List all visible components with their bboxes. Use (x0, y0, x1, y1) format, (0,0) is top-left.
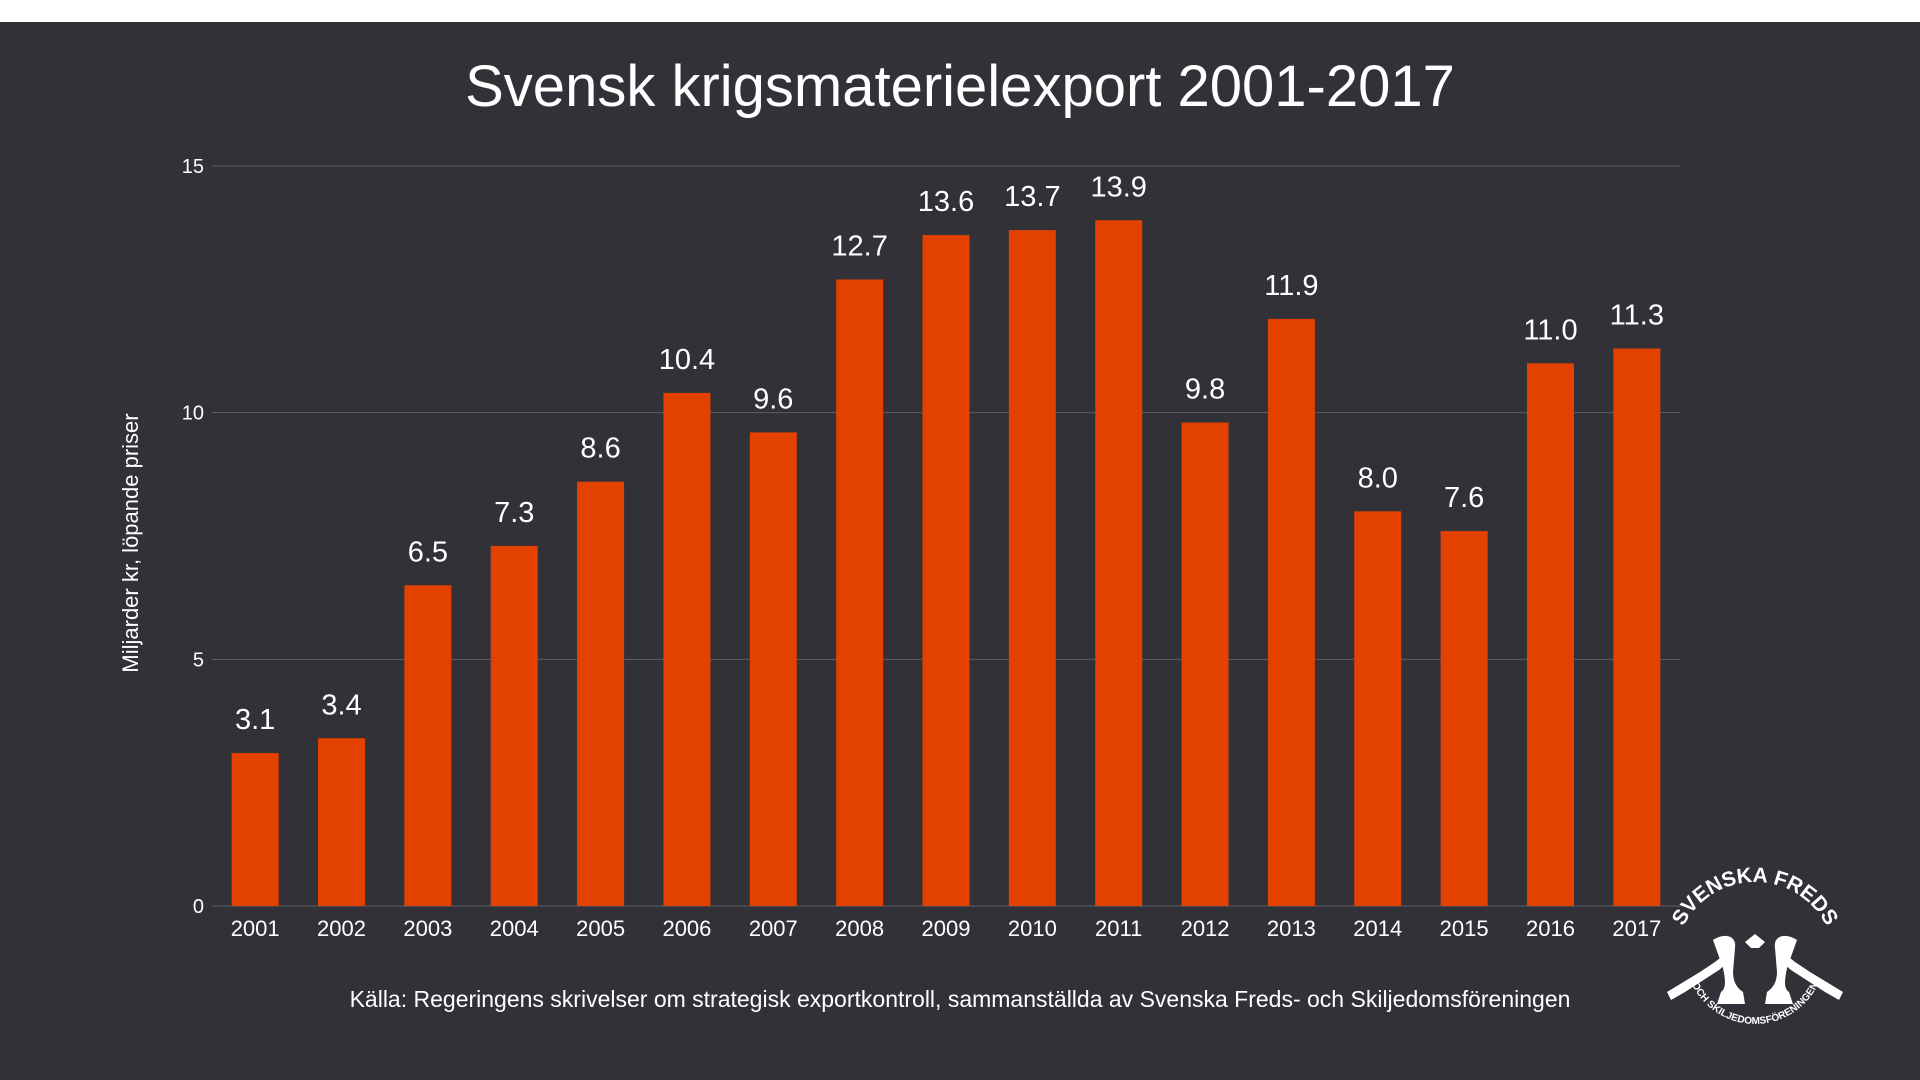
y-tick-label: 5 (193, 649, 204, 671)
x-tick-label-2007: 2007 (749, 916, 798, 941)
value-label-2003: 6.5 (408, 536, 448, 568)
bar-2004 (490, 545, 538, 906)
source-note: Källa: Regeringens skrivelser om strateg… (350, 986, 1571, 1012)
x-tick-label-2009: 2009 (922, 916, 971, 941)
y-tick-label: 15 (182, 156, 204, 178)
x-tick-label-2011: 2011 (1095, 916, 1142, 941)
bar-2006 (663, 392, 711, 906)
bar-2016 (1526, 363, 1574, 906)
x-tick-label-2004: 2004 (490, 916, 539, 941)
value-label-2016: 11.0 (1523, 314, 1577, 346)
value-label-2005: 8.6 (580, 433, 620, 465)
x-tick-label-2015: 2015 (1440, 916, 1489, 941)
value-label-2012: 9.8 (1185, 374, 1225, 406)
x-tick-label-2008: 2008 (835, 916, 884, 941)
x-tick-label-2001: 2001 (231, 916, 280, 941)
chart-panel: Svensk krigsmaterielexport 2001-2017 Mil… (0, 22, 1920, 1080)
y-tick-label: 0 (193, 896, 204, 918)
bar-2013 (1267, 318, 1315, 906)
x-axis-ticks: 2001 2002 2003 2004 2005 2006 2007 2008 2009 2010… (231, 916, 1662, 941)
bar-2015 (1440, 531, 1488, 906)
bar-2017 (1613, 348, 1661, 906)
x-tick-label-2016: 2016 (1526, 916, 1575, 941)
value-label-2004: 7.3 (494, 497, 534, 529)
y-axis-title: Miljarder kr, löpande priser (118, 413, 143, 672)
value-label-2001: 3.1 (235, 704, 275, 736)
logo-top-text: SVENSKA FREDS (1668, 864, 1843, 929)
bar-2007 (749, 432, 797, 906)
broken-rifle-icon (1667, 934, 1843, 1004)
value-label-2006: 10.4 (659, 344, 715, 376)
x-tick-label-2005: 2005 (576, 916, 625, 941)
logo-bottom-text: OCH SKILJEDOMSFÖRENINGEN (1689, 981, 1821, 1028)
bar-2003 (404, 585, 452, 906)
value-label-2013: 11.9 (1264, 270, 1318, 302)
value-label-2009: 13.6 (918, 186, 974, 218)
value-label-2002: 3.4 (321, 689, 361, 721)
value-label-2017: 11.3 (1610, 300, 1664, 332)
x-tick-label-2003: 2003 (403, 916, 452, 941)
x-tick-label-2017: 2017 (1612, 916, 1661, 941)
bar-2002 (318, 738, 366, 906)
x-tick-label-2012: 2012 (1181, 916, 1230, 941)
x-tick-label-2010: 2010 (1008, 916, 1057, 941)
bar-2012 (1181, 422, 1229, 906)
bar-2005 (577, 481, 625, 906)
value-label-2015: 7.6 (1444, 482, 1484, 514)
bars (231, 220, 1661, 907)
bar-2001 (231, 753, 279, 906)
bar-2008 (836, 279, 884, 906)
y-axis-ticks: 0 5 10 15 (182, 156, 204, 918)
value-labels: 3.1 3.4 6.5 7.3 8.6 10.4 9.6 12.7 13.6 13.7 13.9 9.… (235, 171, 1664, 736)
value-label-2007: 9.6 (753, 383, 793, 415)
bar-chart: Svensk krigsmaterielexport 2001-2017 Mil… (118, 54, 1843, 1027)
value-label-2014: 8.0 (1358, 462, 1398, 494)
x-tick-label-2006: 2006 (662, 916, 711, 941)
value-label-2010: 13.7 (1004, 181, 1060, 213)
chart-title: Svensk krigsmaterielexport 2001-2017 (465, 54, 1455, 119)
value-label-2008: 12.7 (831, 230, 887, 262)
x-tick-label-2014: 2014 (1353, 916, 1402, 941)
y-tick-label: 10 (182, 403, 204, 425)
x-tick-label-2002: 2002 (317, 916, 366, 941)
bar-2010 (1008, 230, 1056, 907)
organization-logo: SVENSKA FREDS OCH SKILJEDOMSFÖRENINGEN (1667, 864, 1843, 1027)
x-tick-label-2013: 2013 (1267, 916, 1316, 941)
bar-2014 (1354, 511, 1402, 906)
bar-2011 (1095, 220, 1143, 906)
bar-2009 (922, 235, 970, 907)
value-label-2011: 13.9 (1090, 171, 1146, 203)
